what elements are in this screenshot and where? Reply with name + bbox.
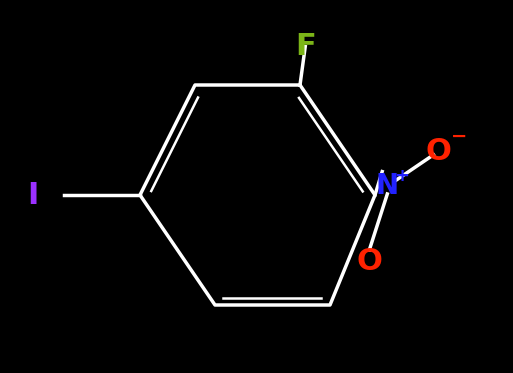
Text: O: O xyxy=(426,137,451,166)
Text: I: I xyxy=(28,181,39,210)
Text: O: O xyxy=(357,247,382,276)
Text: +: + xyxy=(394,167,409,185)
Text: N: N xyxy=(376,172,399,201)
Text: F: F xyxy=(295,32,315,61)
Text: −: − xyxy=(451,127,467,145)
